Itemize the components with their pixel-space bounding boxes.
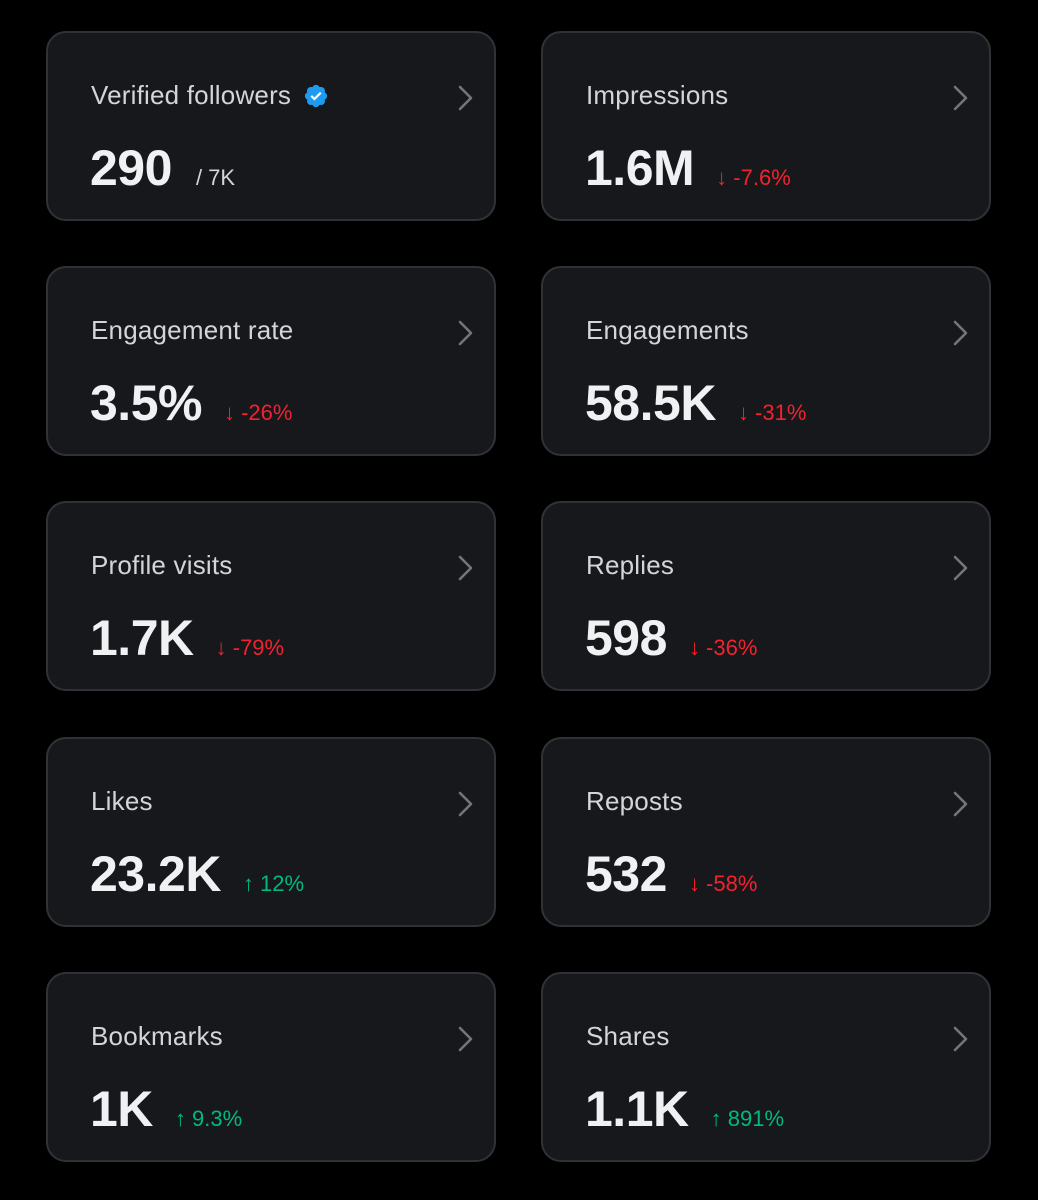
card-value: 23.2K bbox=[90, 846, 221, 902]
card-change-up: ↑ 12% bbox=[242, 871, 305, 896]
card-profile-visits[interactable]: Profile visits 1.7K ↓ -79% bbox=[46, 501, 496, 691]
card-value: 290 bbox=[90, 140, 172, 196]
chevron-right-icon bbox=[458, 791, 473, 817]
card-label: Replies bbox=[586, 550, 675, 580]
card-change-down: ↓ -58% bbox=[688, 871, 758, 896]
card-label: Engagement rate bbox=[91, 315, 294, 345]
chevron-right-icon bbox=[953, 555, 968, 581]
chevron-right-icon bbox=[953, 320, 968, 346]
card-value: 3.5% bbox=[90, 375, 202, 431]
card-change-down: ↓ -36% bbox=[688, 635, 758, 660]
card-suffix: / 7K bbox=[195, 165, 236, 190]
card-likes[interactable]: Likes 23.2K ↑ 12% bbox=[46, 737, 496, 927]
value-row: 3.5% ↓ -26% bbox=[90, 374, 292, 432]
card-value: 1.1K bbox=[585, 1081, 689, 1137]
chevron-right-icon bbox=[953, 791, 968, 817]
card-value: 532 bbox=[585, 846, 667, 902]
card-label: Bookmarks bbox=[91, 1021, 223, 1051]
value-row: 1.7K ↓ -79% bbox=[90, 609, 284, 667]
card-label: Verified followers bbox=[91, 80, 292, 110]
card-bookmarks[interactable]: Bookmarks 1K ↑ 9.3% bbox=[46, 972, 496, 1162]
card-label: Reposts bbox=[586, 786, 683, 816]
card-impressions[interactable]: Impressions 1.6M ↓ -7.6% bbox=[541, 31, 991, 221]
card-change-up: ↑ 891% bbox=[710, 1106, 785, 1131]
value-row: 1K ↑ 9.3% bbox=[90, 1080, 242, 1138]
card-label: Impressions bbox=[586, 80, 729, 110]
card-change-down: ↓ -7.6% bbox=[716, 165, 791, 190]
value-row: 290 / 7K bbox=[90, 139, 235, 197]
value-row: 1.1K ↑ 891% bbox=[585, 1080, 784, 1138]
card-change-down: ↓ -31% bbox=[737, 400, 807, 425]
chevron-right-icon bbox=[458, 85, 473, 111]
card-change-up: ↑ 9.3% bbox=[174, 1106, 243, 1131]
card-value: 58.5K bbox=[585, 375, 716, 431]
card-shares[interactable]: Shares 1.1K ↑ 891% bbox=[541, 972, 991, 1162]
chevron-right-icon bbox=[458, 555, 473, 581]
card-verified-followers[interactable]: Verified followers 290 / 7K bbox=[46, 31, 496, 221]
value-row: 1.6M ↓ -7.6% bbox=[585, 139, 791, 197]
card-value: 598 bbox=[585, 610, 667, 666]
card-reposts[interactable]: Reposts 532 ↓ -58% bbox=[541, 737, 991, 927]
card-change-down: ↓ -26% bbox=[223, 400, 293, 425]
card-value: 1.6M bbox=[585, 140, 695, 196]
chevron-right-icon bbox=[953, 1026, 968, 1052]
card-replies[interactable]: Replies 598 ↓ -36% bbox=[541, 501, 991, 691]
card-label: Likes bbox=[91, 786, 153, 816]
value-row: 598 ↓ -36% bbox=[585, 609, 757, 667]
chevron-right-icon bbox=[458, 1026, 473, 1052]
verified-badge-icon bbox=[305, 84, 328, 107]
card-engagements[interactable]: Engagements 58.5K ↓ -31% bbox=[541, 266, 991, 456]
chevron-right-icon bbox=[458, 320, 473, 346]
value-row: 58.5K ↓ -31% bbox=[585, 374, 806, 432]
card-label-wrap: Verified followers bbox=[91, 80, 329, 111]
card-value: 1.7K bbox=[90, 610, 194, 666]
card-label: Engagements bbox=[586, 315, 749, 345]
card-label: Profile visits bbox=[91, 550, 233, 580]
chevron-right-icon bbox=[953, 85, 968, 111]
card-label: Shares bbox=[586, 1021, 670, 1051]
card-value: 1K bbox=[90, 1081, 153, 1137]
card-change-down: ↓ -79% bbox=[215, 635, 285, 660]
value-row: 23.2K ↑ 12% bbox=[90, 845, 304, 903]
value-row: 532 ↓ -58% bbox=[585, 845, 757, 903]
card-engagement-rate[interactable]: Engagement rate 3.5% ↓ -26% bbox=[46, 266, 496, 456]
